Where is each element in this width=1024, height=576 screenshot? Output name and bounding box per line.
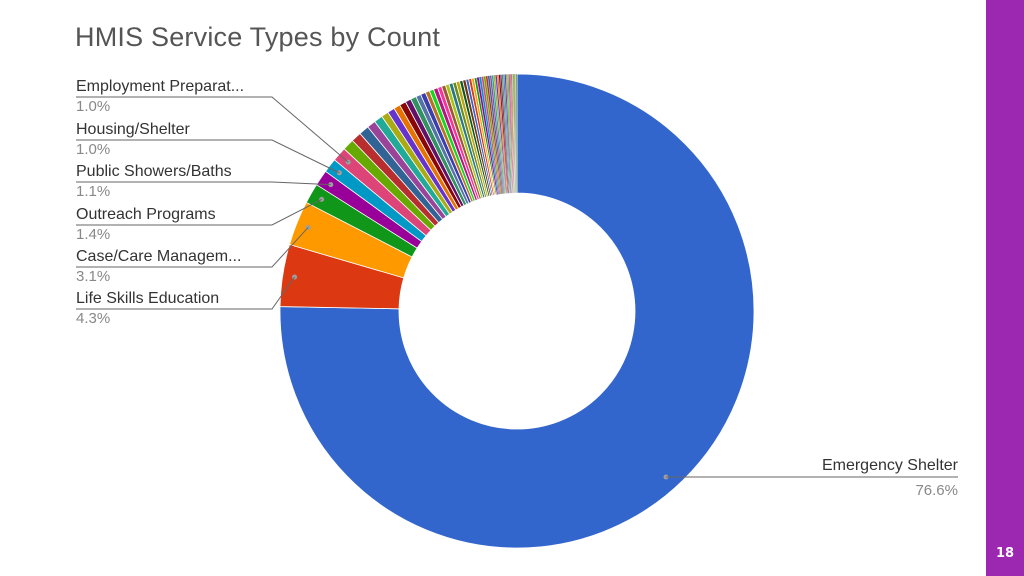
label-name-case-care-managem: Case/Care Managem...	[76, 248, 241, 265]
slice-61[interactable]	[515, 73, 518, 194]
label-percent-employment-preparat: 1.0%	[76, 98, 110, 115]
label-percent-outreach-programs: 1.4%	[76, 226, 110, 243]
label-name-outreach-programs: Outreach Programs	[76, 206, 216, 223]
label-percent-case-care-managem: 3.1%	[76, 268, 110, 285]
label-name-employment-preparat: Employment Preparat...	[76, 78, 244, 95]
leader-line-public-showers-baths	[76, 181, 331, 186]
labels-layer: Employment Preparat... 1.0% Housing/Shelte…	[76, 78, 959, 499]
accent-side-bar	[986, 0, 1024, 576]
label-percent-housing-shelter: 1.0%	[76, 141, 110, 158]
label-percent-life-skills-education: 4.3%	[76, 310, 110, 327]
label-percent-public-showers-baths: 1.1%	[76, 183, 110, 200]
leader-line-outreach-programs	[76, 198, 322, 226]
leader-lines-layer	[76, 96, 958, 480]
leader-line-case-care-managem	[76, 227, 309, 268]
label-name-housing-shelter: Housing/Shelter	[76, 121, 191, 138]
page-number: 18	[995, 546, 1015, 561]
slices-layer	[279, 73, 755, 549]
leader-line-life-skills-education	[76, 276, 295, 310]
label-name-life-skills-education: Life Skills Education	[76, 290, 219, 307]
label-percent-emergency-shelter: 76.6%	[915, 482, 958, 499]
chart-title: HMIS Service Types by Count	[75, 22, 441, 52]
leader-line-housing-shelter	[76, 139, 340, 174]
slice-emergency-shelter[interactable]	[279, 73, 755, 549]
leader-line-employment-preparat	[76, 96, 349, 163]
label-name-public-showers-baths: Public Showers/Baths	[76, 163, 232, 180]
label-name-emergency-shelter: Emergency Shelter	[822, 457, 959, 474]
